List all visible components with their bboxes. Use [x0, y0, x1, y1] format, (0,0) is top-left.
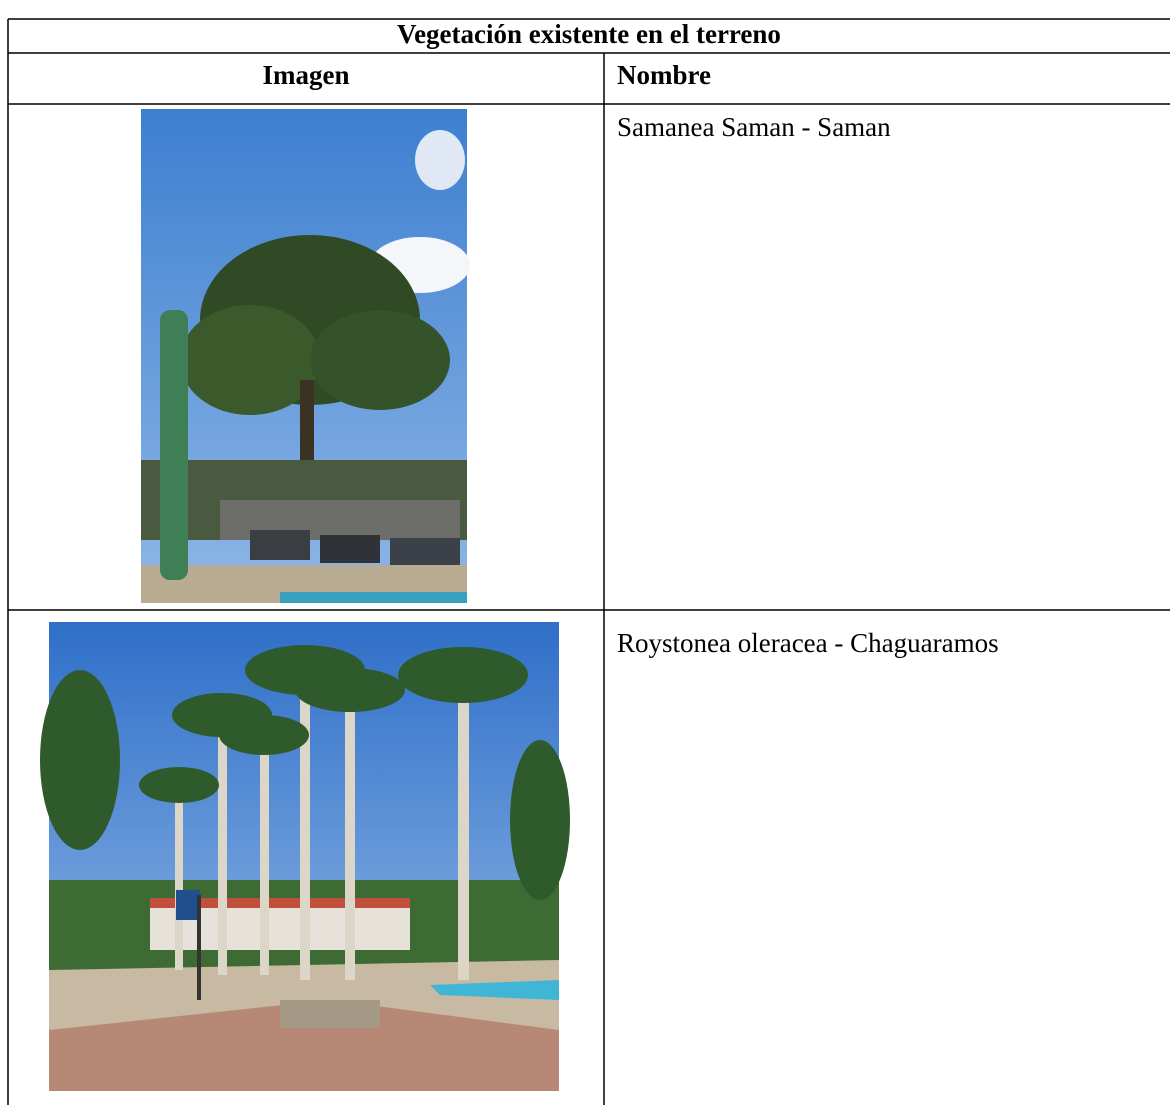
photo-saman [141, 109, 470, 603]
plant-name: Roystonea oleracea - Chaguaramos [617, 628, 999, 658]
column-header: Nombre [617, 60, 711, 90]
table-title: Vegetación existente en el terreno [397, 19, 781, 49]
table-borders [7, 18, 1170, 1105]
plant-name: Samanea Saman - Saman [617, 112, 891, 142]
photo-chaguaramos [40, 622, 570, 1091]
column-header: Imagen [263, 60, 350, 90]
